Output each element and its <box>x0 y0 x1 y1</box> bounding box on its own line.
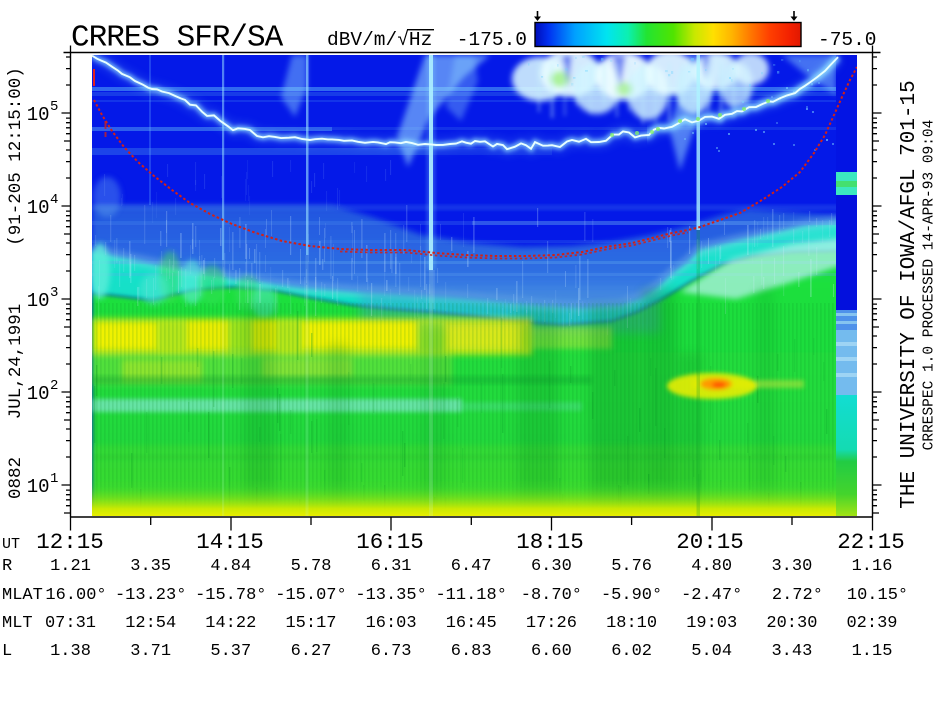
svg-text:JUL,24,1991: JUL,24,1991 <box>6 304 26 420</box>
svg-text:10.15°: 10.15° <box>847 586 908 605</box>
svg-text:20:15: 20:15 <box>676 529 744 555</box>
svg-text:2.72°: 2.72° <box>772 586 823 605</box>
svg-text:16:03: 16:03 <box>366 614 417 633</box>
svg-text:15:17: 15:17 <box>285 614 336 633</box>
svg-text:6.73: 6.73 <box>371 642 412 661</box>
svg-text:UT: UT <box>2 536 20 553</box>
svg-text:5.76: 5.76 <box>611 557 652 576</box>
svg-text:-13.23°: -13.23° <box>115 586 186 605</box>
svg-text:1.38: 1.38 <box>50 642 91 661</box>
svg-text:L: L <box>2 642 12 661</box>
svg-text:3: 3 <box>50 285 58 301</box>
svg-text:4: 4 <box>50 192 58 208</box>
svg-text:0882: 0882 <box>6 457 26 499</box>
svg-text:6.31: 6.31 <box>371 557 412 576</box>
svg-text:17:26: 17:26 <box>526 614 577 633</box>
svg-text:6.30: 6.30 <box>531 557 572 576</box>
svg-text:1.21: 1.21 <box>50 557 91 576</box>
svg-text:CRRESPEC 1.0 PROCESSED 14-APR: CRRESPEC 1.0 PROCESSED 14-APR-93 09:04 <box>922 120 938 451</box>
svg-text:18:15: 18:15 <box>516 529 584 555</box>
svg-text:10: 10 <box>27 476 50 498</box>
svg-text:5: 5 <box>50 99 58 115</box>
svg-text:6.47: 6.47 <box>451 557 492 576</box>
svg-text:14:22: 14:22 <box>205 614 256 633</box>
svg-text:-8.70°: -8.70° <box>521 586 582 605</box>
svg-text:16:45: 16:45 <box>446 614 497 633</box>
svg-text:16.00°: 16.00° <box>45 586 106 605</box>
svg-text:10: 10 <box>27 104 50 126</box>
svg-text:22:15: 22:15 <box>837 529 905 555</box>
svg-text:6.83: 6.83 <box>451 642 492 661</box>
svg-text:1.15: 1.15 <box>852 642 893 661</box>
svg-text:6.02: 6.02 <box>611 642 652 661</box>
svg-text:3.35: 3.35 <box>130 557 171 576</box>
svg-text:3.30: 3.30 <box>771 557 812 576</box>
svg-text:-2.47°: -2.47° <box>681 586 742 605</box>
svg-text:3.43: 3.43 <box>771 642 812 661</box>
svg-text:4.84: 4.84 <box>210 557 251 576</box>
svg-text:20:30: 20:30 <box>766 614 817 633</box>
svg-text:12:15: 12:15 <box>36 529 104 555</box>
svg-text:10: 10 <box>27 290 50 312</box>
svg-text:-13.35°: -13.35° <box>355 586 426 605</box>
svg-text:10: 10 <box>27 197 50 219</box>
svg-text:MLT: MLT <box>2 614 33 633</box>
svg-text:-15.07°: -15.07° <box>275 586 346 605</box>
svg-text:6.60: 6.60 <box>531 642 572 661</box>
svg-text:19:03: 19:03 <box>686 614 737 633</box>
svg-text:18:10: 18:10 <box>606 614 657 633</box>
svg-text:10: 10 <box>27 383 50 405</box>
svg-text:12:54: 12:54 <box>125 614 176 633</box>
svg-text:5.78: 5.78 <box>291 557 332 576</box>
svg-text:-75.0: -75.0 <box>818 29 877 51</box>
svg-text:07:31: 07:31 <box>45 614 96 633</box>
svg-text:-11.18°: -11.18° <box>435 586 506 605</box>
svg-text:16:15: 16:15 <box>356 529 424 555</box>
svg-text:4.80: 4.80 <box>691 557 732 576</box>
svg-text:CRRES SFR/SA: CRRES SFR/SA <box>71 21 284 56</box>
svg-text:5.04: 5.04 <box>691 642 732 661</box>
svg-text:THE UNIVERSITY OF IOWA/AFGL 70: THE UNIVERSITY OF IOWA/AFGL 701-15 <box>898 80 921 508</box>
svg-text:-175.0: -175.0 <box>457 29 527 51</box>
svg-text:2: 2 <box>50 378 58 394</box>
svg-text:-5.90°: -5.90° <box>601 586 662 605</box>
svg-text:-15.78°: -15.78° <box>195 586 266 605</box>
svg-text:1: 1 <box>50 471 58 487</box>
svg-text:3.71: 3.71 <box>130 642 171 661</box>
svg-text:02:39: 02:39 <box>846 614 897 633</box>
svg-text:dBV/m/√Hz: dBV/m/√Hz <box>327 29 432 51</box>
svg-text:6.27: 6.27 <box>291 642 332 661</box>
svg-text:MLAT: MLAT <box>2 586 43 605</box>
svg-text:R: R <box>2 557 12 576</box>
svg-text:5.37: 5.37 <box>210 642 251 661</box>
svg-text:(91-205 12:15:00): (91-205 12:15:00) <box>6 67 26 246</box>
svg-text:14:15: 14:15 <box>196 529 264 555</box>
svg-text:1.16: 1.16 <box>852 557 893 576</box>
